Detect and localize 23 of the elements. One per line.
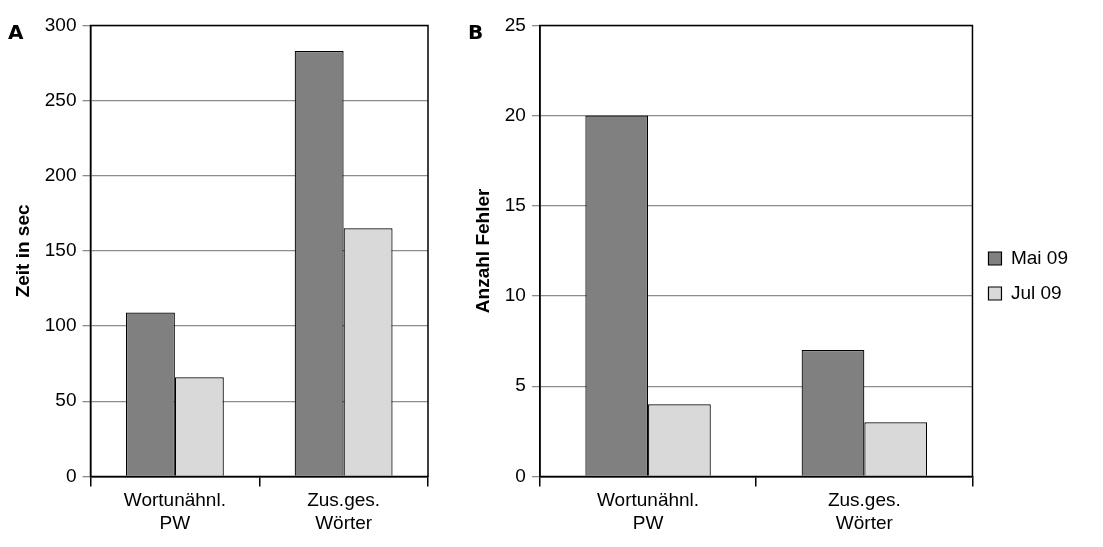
legend-label: Jul 09 [1010, 281, 1062, 303]
y-tick-label: 200 [44, 163, 77, 185]
y-axis-title: Zeit in sec [11, 204, 33, 298]
x-tick-label: Wortunähnl. PW [597, 489, 700, 533]
y-tick-label: 50 [55, 389, 77, 411]
y-axis-title: Anzahl Fehler [471, 188, 493, 314]
y-tick-label: 0 [65, 464, 77, 486]
chart-title: A [8, 19, 24, 44]
x-tick-label: Zus.ges. Wörter [307, 489, 381, 533]
y-tick-label: 15 [504, 194, 526, 216]
y-tick-label: 0 [515, 464, 526, 486]
y-tick-label: 5 [515, 374, 526, 396]
x-tick-label: Zus.ges. Wörter [827, 489, 901, 533]
y-tick-label: 25 [504, 13, 526, 35]
y-tick-label: 20 [504, 103, 526, 125]
x-tick-label: Wortunähnl. PW [123, 489, 226, 533]
legend-label: Mai 09 [1010, 246, 1068, 268]
y-tick-label: 10 [504, 284, 526, 306]
y-tick-label: 100 [44, 314, 77, 336]
y-tick-label: 250 [44, 88, 77, 110]
y-tick-label: 300 [44, 13, 77, 35]
chart-title: B [468, 19, 484, 44]
y-tick-label: 150 [44, 239, 77, 261]
